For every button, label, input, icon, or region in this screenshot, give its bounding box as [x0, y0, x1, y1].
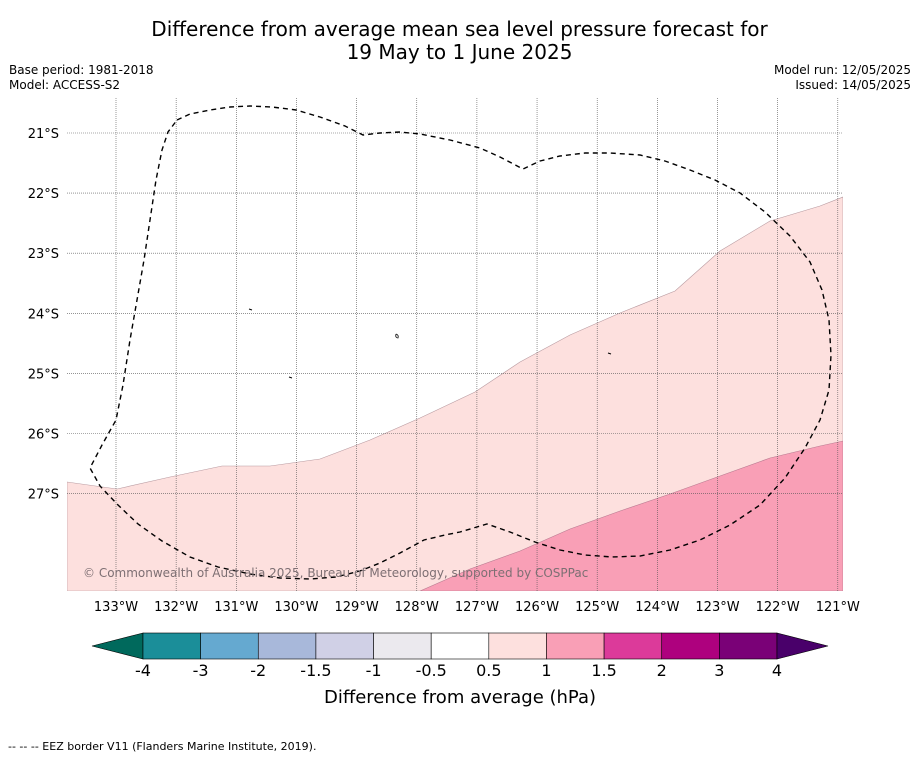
latitude-label: 21°S	[28, 127, 59, 142]
colorbar-segment	[488, 632, 547, 660]
island-marker	[288, 376, 293, 379]
colorbar-tick-label: -1	[366, 661, 382, 680]
colorbar-segment	[430, 632, 490, 660]
latitude-label: 23°S	[28, 247, 59, 262]
colorbar-segment	[373, 632, 432, 660]
latitude-label: 25°S	[28, 367, 59, 382]
longitude-label: 128°W	[395, 600, 439, 615]
colorbar-tick-label: 3	[714, 661, 724, 680]
colorbar-tick-label: -3	[193, 661, 209, 680]
map-title: Difference from average mean sea level p…	[0, 18, 919, 64]
colorbar-segments	[142, 632, 778, 660]
anomaly-band-0-5-to-1	[67, 196, 843, 591]
colorbar-tick-label: -0.5	[416, 661, 447, 680]
longitude-label: 132°W	[154, 600, 198, 615]
longitude-label: 125°W	[575, 600, 619, 615]
colorbar-tick-label: 1.5	[591, 661, 616, 680]
colorbar-segment	[546, 632, 605, 660]
colorbar-segment	[142, 632, 201, 660]
longitude-label: 122°W	[756, 600, 800, 615]
longitude-label: 127°W	[455, 600, 499, 615]
eez-border	[89, 105, 832, 580]
colorbar-tick-label: 4	[772, 661, 782, 680]
colorbar-segment	[603, 632, 663, 660]
island-marker	[607, 352, 612, 355]
colorbar-segment	[719, 632, 778, 660]
colorbar: -4 -3 -2 -1.5 -1 -0.5 0.5 1 1.5 2 3 4 Difference fr…	[91, 632, 829, 708]
colorbar-tick-label: 1	[541, 661, 551, 680]
colorbar-segment	[661, 632, 720, 660]
colorbar-title: Difference from average (hPa)	[324, 687, 596, 708]
colorbar-tick-label: -1.5	[300, 661, 331, 680]
colorbar-segment	[200, 632, 259, 660]
island-marker	[248, 308, 253, 311]
latitude-labels: 21°S 22°S 23°S 24°S 25°S 26°S 27°S	[28, 127, 59, 503]
latitude-label: 26°S	[28, 428, 59, 443]
colorbar-over-arrow	[776, 632, 829, 660]
base-period-text: Base period: 1981-2018	[9, 63, 154, 77]
copyright-text: © Commonwealth of Australia 2025, Bureau…	[83, 566, 588, 580]
run-info: Model run: 12/05/2025 Issued: 14/05/2025	[774, 63, 911, 93]
longitude-label: 129°W	[335, 600, 379, 615]
map-title-line2: 19 May to 1 June 2025	[346, 40, 573, 64]
latitude-label: 27°S	[28, 488, 59, 503]
longitude-label: 131°W	[214, 600, 258, 615]
latitude-label: 22°S	[28, 187, 59, 202]
longitude-label: 133°W	[94, 600, 138, 615]
colorbar-tick-label: -4	[135, 661, 151, 680]
longitude-label: 126°W	[515, 600, 559, 615]
colorbar-tick-labels: -4 -3 -2 -1.5 -1 -0.5 0.5 1 1.5 2 3 4	[135, 661, 782, 680]
colorbar-segment	[315, 632, 374, 660]
longitude-label: 121°W	[816, 600, 860, 615]
island-marker	[395, 333, 399, 339]
map-field	[67, 98, 843, 591]
base-info: Base period: 1981-2018 Model: ACCESS-S2	[9, 63, 154, 93]
colorbar-tick-label: -2	[250, 661, 266, 680]
longitude-label: 123°W	[695, 600, 739, 615]
model-run-text: Model run: 12/05/2025	[773, 63, 911, 77]
longitude-label: 130°W	[274, 600, 318, 615]
issued-text: Issued: 14/05/2025	[795, 78, 911, 92]
anomaly-band-1-to-1-5	[419, 440, 843, 591]
latitude-label: 24°S	[28, 307, 59, 322]
eez-footnote: -- -- -- EEZ border V11 (Flanders Marine…	[8, 740, 317, 753]
longitude-labels: 133°W 132°W 131°W 130°W 129°W 128°W 127°W 126°W…	[94, 600, 860, 615]
graticule	[67, 98, 843, 591]
colorbar-under-arrow	[91, 632, 144, 660]
colorbar-tick-label: 2	[657, 661, 667, 680]
colorbar-tick-label: 0.5	[476, 661, 501, 680]
model-text: Model: ACCESS-S2	[9, 78, 121, 92]
longitude-label: 124°W	[635, 600, 679, 615]
colorbar-segment	[257, 632, 317, 660]
map-title-line1: Difference from average mean sea level p…	[151, 17, 768, 41]
